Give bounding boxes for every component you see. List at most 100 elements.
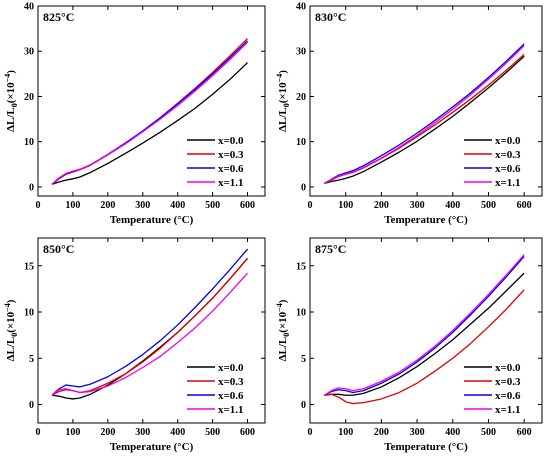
x-tick-label: 200 <box>100 200 115 211</box>
legend-label: x=0.3 <box>495 376 521 388</box>
y-tick-label: 0 <box>301 400 306 411</box>
x-tick-label: 300 <box>410 427 425 438</box>
y-tick-label: 30 <box>296 47 306 58</box>
chart-panel-3: 0 100 200 300 400 500 600 0 5 10 15 875°C Temperatur… <box>275 237 543 453</box>
legend-label: x=1.1 <box>218 404 244 416</box>
x-tick-label: 0 <box>308 427 313 438</box>
series-line-x=0.0 <box>324 272 525 396</box>
legend-label: x=0.3 <box>495 149 521 161</box>
plot-frame <box>37 237 266 424</box>
x-axis-label: Temperature (°C) <box>110 441 194 453</box>
x-tick-label: 100 <box>338 200 353 211</box>
y-tick-label: 10 <box>24 308 34 319</box>
x-tick-label: 400 <box>170 200 185 211</box>
legend-label: x=1.1 <box>495 404 521 416</box>
y-axis-label-ylabel-close: ) <box>277 299 289 303</box>
series-line-x=1.1 <box>323 45 525 184</box>
y-axis-label-ylabel-sub: 0 <box>282 333 291 337</box>
y-axis-label-ylabel: ΔL/L <box>5 337 17 362</box>
legend-label: x=0.0 <box>495 135 521 147</box>
x-tick-label: 500 <box>205 427 220 438</box>
y-axis-label-ylabel-close: ) <box>277 70 289 74</box>
y-axis-label-ylabel: ΔL/L <box>277 107 289 132</box>
series-line-x=0.6 <box>323 43 525 184</box>
panel-title: 850°C <box>43 242 74 256</box>
y-tick-label: 40 <box>296 2 306 13</box>
y-axis-label-ylabel-sup: −4 <box>3 74 12 83</box>
legend-label: x=0.0 <box>218 362 244 374</box>
x-tick-label: 500 <box>481 200 496 211</box>
y-axis-label-ylabel-sup: −4 <box>275 303 284 312</box>
x-tick-label: 600 <box>240 200 255 211</box>
x-tick-label: 100 <box>65 427 80 438</box>
chart-panel-1: 0 100 200 300 400 500 600 0 10 20 30 40 830°C Tempera… <box>275 2 543 226</box>
x-tick-label: 0 <box>36 200 41 211</box>
legend-label: x=1.1 <box>218 177 244 189</box>
x-axis-label: Temperature (°C) <box>110 214 194 226</box>
y-axis-label-ylabel-tail: (×10 <box>277 82 289 103</box>
legend-label: x=0.0 <box>218 135 244 147</box>
y-tick-label: 15 <box>24 261 34 272</box>
y-tick-label: 20 <box>296 92 306 103</box>
series-line-x=0.0 <box>51 62 248 185</box>
x-axis-label: Temperature (°C) <box>384 214 468 226</box>
x-axis-label: Temperature (°C) <box>384 441 468 453</box>
y-axis-label-ylabel-sub: 0 <box>282 103 291 107</box>
y-tick-label: 20 <box>24 92 34 103</box>
y-tick-label: 15 <box>296 261 306 272</box>
series-line-x=0.6 <box>323 256 525 396</box>
series-line-x=0.3 <box>51 257 249 396</box>
y-axis-label-ylabel-close: ) <box>5 299 17 303</box>
x-tick-label: 400 <box>445 427 460 438</box>
x-tick-label: 600 <box>517 427 532 438</box>
y-tick-label: 0 <box>301 182 306 193</box>
y-axis-label: ΔL/L0(×10−4) <box>3 299 19 361</box>
y-tick-label: 0 <box>29 400 34 411</box>
panel-title: 825°C <box>43 10 74 24</box>
x-tick-label: 200 <box>374 427 389 438</box>
x-tick-label: 600 <box>517 200 532 211</box>
y-tick-label: 5 <box>29 354 34 365</box>
y-axis-label-ylabel-sub: 0 <box>10 333 19 337</box>
y-axis-label: ΔL/L0(×10−4) <box>275 70 291 132</box>
legend-label: x=0.6 <box>218 163 244 175</box>
x-tick-label: 100 <box>338 427 353 438</box>
legend-label: x=0.6 <box>218 390 244 402</box>
series-line-x=1.1 <box>51 41 248 185</box>
series-line-x=0.0 <box>324 55 525 184</box>
legend-label: x=1.1 <box>495 177 521 189</box>
chart-panel-0: 0 100 200 300 400 500 600 0 10 20 30 40 825°C Tempera… <box>3 2 266 226</box>
y-axis-label-ylabel-tail: (×10 <box>277 311 289 332</box>
series-line-x=1.1 <box>323 254 525 396</box>
x-tick-label: 100 <box>65 200 80 211</box>
y-axis-label-ylabel-tail: (×10 <box>5 82 17 103</box>
legend-label: x=0.3 <box>218 376 244 388</box>
y-axis-label-ylabel-close: ) <box>5 70 17 74</box>
plot-frame <box>37 5 266 197</box>
y-axis-label: ΔL/L0(×10−4) <box>3 70 19 132</box>
x-tick-label: 0 <box>308 200 313 211</box>
y-axis-label: ΔL/L0(×10−4) <box>275 299 291 361</box>
y-tick-label: 30 <box>24 47 34 58</box>
series-line-x=0.3 <box>324 289 525 405</box>
legend-label: x=0.6 <box>495 390 521 402</box>
x-tick-label: 0 <box>36 427 41 438</box>
y-tick-label: 40 <box>24 2 34 13</box>
x-tick-label: 300 <box>135 427 150 438</box>
y-axis-label-ylabel-sup: −4 <box>3 303 12 312</box>
x-tick-label: 200 <box>100 427 115 438</box>
legend-label: x=0.0 <box>495 362 521 374</box>
y-axis-label-ylabel: ΔL/L <box>5 107 17 132</box>
series-line-x=1.1 <box>51 272 249 396</box>
x-tick-label: 400 <box>445 200 460 211</box>
panel-title: 875°C <box>315 242 346 256</box>
x-tick-label: 200 <box>374 200 389 211</box>
y-tick-label: 0 <box>29 182 34 193</box>
x-tick-label: 300 <box>135 200 150 211</box>
panel-title: 830°C <box>315 10 346 24</box>
y-axis-label-ylabel: ΔL/L <box>277 337 289 362</box>
y-axis-label-ylabel-tail: (×10 <box>5 311 17 332</box>
chart-panel-2: 0 100 200 300 400 500 600 0 5 10 15 850°C Temperatur… <box>3 237 266 453</box>
x-tick-label: 400 <box>170 427 185 438</box>
